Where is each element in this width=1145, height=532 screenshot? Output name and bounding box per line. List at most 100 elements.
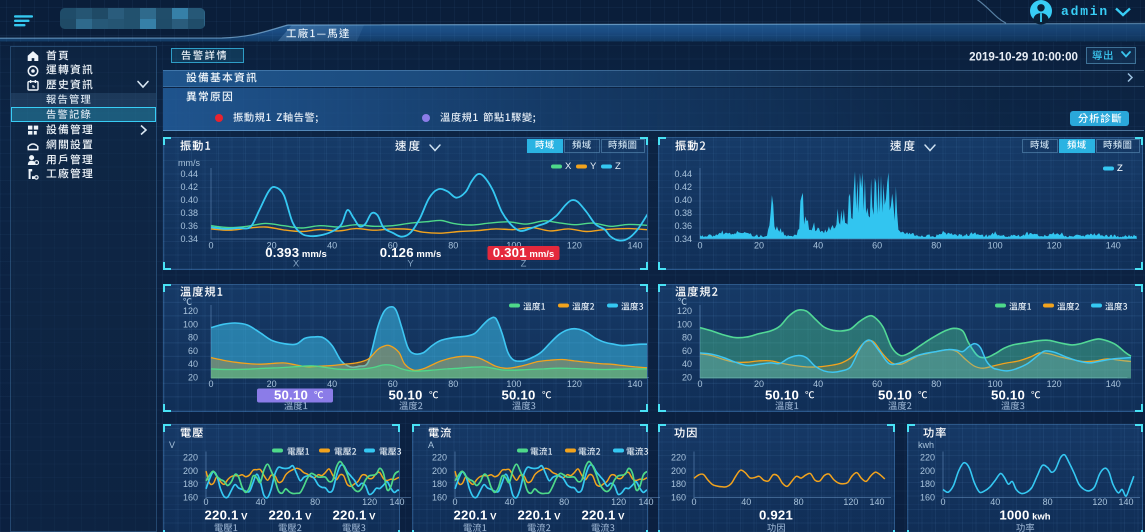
svg-text:60: 60 (872, 379, 882, 389)
svg-text:220: 220 (432, 453, 447, 463)
svg-text:220.1 V: 220.1 V (205, 508, 249, 523)
svg-text:220.1 V: 220.1 V (333, 508, 377, 523)
svg-text:80: 80 (310, 497, 320, 507)
svg-text:V: V (169, 440, 175, 450)
svg-text:Y: Y (407, 259, 414, 270)
svg-text:220.1 V: 220.1 V (518, 508, 562, 523)
svg-text:0.36: 0.36 (180, 221, 198, 231)
svg-text:40: 40 (990, 497, 1000, 507)
svg-text:20: 20 (267, 379, 277, 389)
svg-text:80: 80 (931, 241, 941, 251)
svg-text:100: 100 (988, 379, 1003, 389)
svg-text:X: X (293, 259, 300, 270)
svg-text:220.1 V: 220.1 V (269, 508, 313, 523)
svg-text:100: 100 (506, 379, 521, 389)
svg-text:40: 40 (327, 241, 337, 251)
svg-text:60: 60 (188, 346, 198, 356)
svg-text:50.10: 50.10 (388, 388, 422, 403)
svg-text:0.40: 0.40 (180, 195, 198, 205)
svg-text:0: 0 (452, 497, 457, 507)
svg-text:mm/s: mm/s (178, 158, 200, 168)
svg-text:80: 80 (188, 333, 198, 343)
svg-text:Y: Y (590, 161, 597, 172)
svg-text:80: 80 (559, 497, 569, 507)
svg-text:160: 160 (920, 493, 935, 503)
svg-text:40: 40 (741, 497, 751, 507)
svg-text:40: 40 (813, 379, 823, 389)
svg-text:160: 160 (671, 493, 686, 503)
svg-text:80: 80 (931, 379, 941, 389)
svg-text:1000 kwh: 1000 kwh (999, 508, 1050, 523)
svg-text:120: 120 (567, 379, 582, 389)
svg-text:200: 200 (920, 466, 935, 476)
svg-text:220: 220 (671, 453, 686, 463)
svg-text:0.42: 0.42 (674, 182, 692, 192)
svg-text:140: 140 (638, 497, 653, 507)
svg-text:120: 120 (1047, 379, 1062, 389)
svg-text:60: 60 (872, 241, 882, 251)
svg-text:220.1 V: 220.1 V (454, 508, 498, 523)
svg-text:140: 140 (627, 241, 642, 251)
svg-text:100: 100 (988, 241, 1003, 251)
svg-text:0.38: 0.38 (180, 208, 198, 218)
svg-text:20: 20 (682, 373, 692, 383)
svg-text:0.34: 0.34 (674, 234, 692, 244)
svg-text:120: 120 (843, 497, 858, 507)
svg-text:180: 180 (183, 479, 198, 489)
svg-text:0: 0 (208, 379, 213, 389)
svg-text:140: 140 (869, 497, 884, 507)
svg-text:140: 140 (1106, 379, 1121, 389)
svg-text:Z: Z (1117, 163, 1123, 174)
svg-text:0.42: 0.42 (180, 182, 198, 192)
svg-text:80: 80 (1043, 497, 1053, 507)
svg-text:Z: Z (1117, 163, 1123, 174)
svg-text:Z: Z (521, 259, 527, 270)
svg-text:180: 180 (432, 479, 447, 489)
svg-text:120: 120 (1092, 497, 1107, 507)
svg-text:140: 140 (627, 379, 642, 389)
svg-text:kwh: kwh (918, 440, 934, 450)
svg-text:200: 200 (432, 466, 447, 476)
svg-text:100: 100 (677, 319, 692, 329)
svg-text:80: 80 (794, 497, 804, 507)
svg-text:X: X (565, 161, 572, 172)
svg-text:50.10: 50.10 (765, 388, 799, 403)
svg-text:40: 40 (188, 359, 198, 369)
svg-text:40: 40 (682, 359, 692, 369)
svg-text:0: 0 (203, 497, 208, 507)
svg-text:0.921: 0.921 (759, 508, 793, 523)
svg-text:220: 220 (920, 453, 935, 463)
svg-text:160: 160 (183, 493, 198, 503)
svg-text:0: 0 (208, 241, 213, 251)
svg-text:50.10: 50.10 (274, 388, 308, 403)
svg-text:50.10: 50.10 (878, 388, 912, 403)
svg-text:Z: Z (615, 161, 621, 172)
svg-text:0.393 mm/s: 0.393 mm/s (265, 245, 326, 260)
svg-text:60: 60 (388, 241, 398, 251)
svg-text:120: 120 (183, 306, 198, 316)
svg-text:0.40: 0.40 (674, 195, 692, 205)
svg-text:0: 0 (691, 497, 696, 507)
svg-text:20: 20 (188, 373, 198, 383)
svg-text:0.36: 0.36 (674, 221, 692, 231)
svg-text:60: 60 (388, 379, 398, 389)
svg-text:0.126 mm/s: 0.126 mm/s (380, 245, 441, 260)
svg-text:100: 100 (183, 319, 198, 329)
svg-text:0: 0 (940, 497, 945, 507)
svg-text:120: 120 (362, 497, 377, 507)
svg-text:160: 160 (432, 493, 447, 503)
svg-text:200: 200 (671, 466, 686, 476)
svg-text:20: 20 (267, 241, 277, 251)
svg-text:0.44: 0.44 (180, 169, 198, 179)
svg-text:40: 40 (256, 497, 266, 507)
svg-text:2019-10-29 10:00:00: 2019-10-29 10:00:00 (969, 51, 1078, 64)
svg-text:0.34: 0.34 (180, 234, 198, 244)
svg-text:0.301 mm/s: 0.301 mm/s (493, 245, 554, 260)
svg-text:140: 140 (1118, 497, 1133, 507)
svg-text:220.1 V: 220.1 V (582, 508, 626, 523)
svg-text:100: 100 (506, 241, 521, 251)
svg-text:120: 120 (611, 497, 626, 507)
svg-text:120: 120 (677, 306, 692, 316)
svg-text:140: 140 (1106, 241, 1121, 251)
svg-text:0.44: 0.44 (674, 169, 692, 179)
